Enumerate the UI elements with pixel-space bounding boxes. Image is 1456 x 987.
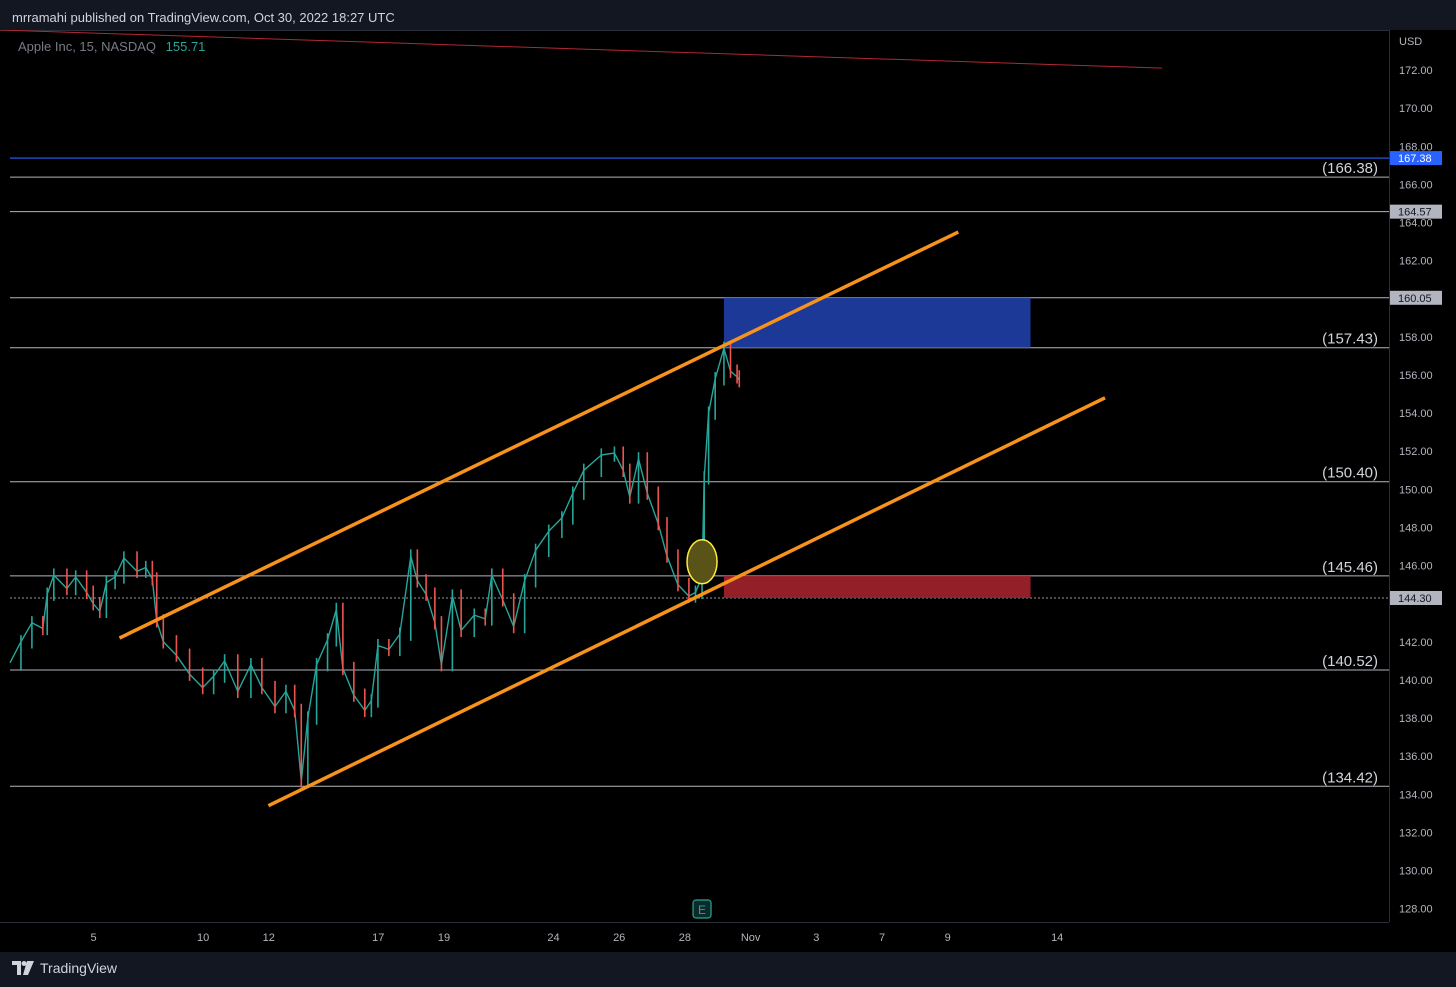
level-label-4: (150.40)	[1322, 465, 1378, 482]
time-tick-label: 26	[613, 932, 625, 944]
price-tick-label: 148.00	[1399, 522, 1433, 534]
highlight-ellipse	[686, 539, 718, 585]
earnings-marker-label: E	[698, 903, 706, 917]
publish-header: mrramahi published on TradingView.com, O…	[0, 0, 1456, 30]
price-badge-label-3: 144.30	[1398, 593, 1432, 605]
publish-info: mrramahi published on TradingView.com, O…	[12, 10, 395, 25]
price-tick-label: 128.00	[1399, 904, 1433, 916]
plot-group: (166.38) (157.43) (150.40) (145.46) (140.52)…	[0, 30, 1389, 919]
symbol-last-price: 155.71	[165, 39, 206, 54]
footer-bar: TradingView	[0, 952, 1456, 987]
price-tick-label: 164.00	[1399, 218, 1433, 230]
price-tick-label: 156.00	[1399, 370, 1433, 382]
price-tick-label: 166.00	[1399, 179, 1433, 191]
price-badge-label-1: 164.57	[1398, 207, 1432, 219]
price-badge-3	[1390, 590, 1442, 605]
brand-label: TradingView	[40, 960, 118, 976]
price-badge-1	[1390, 204, 1442, 219]
price-tick-label: 130.00	[1399, 866, 1433, 878]
price-tick-label: 172.00	[1399, 65, 1433, 77]
time-tick-label: 19	[438, 932, 450, 944]
price-tick-label: 158.00	[1399, 332, 1433, 344]
time-tick-label: 7	[879, 932, 885, 944]
level-label-3: (157.43)	[1322, 331, 1378, 348]
earnings-marker	[692, 899, 712, 919]
time-tick-label: 28	[679, 932, 691, 944]
price-tick-label: 142.00	[1399, 637, 1433, 649]
tradingview-logo-icon	[12, 961, 34, 975]
time-tick-label: 5	[91, 932, 97, 944]
price-tick-label: 134.00	[1399, 789, 1433, 801]
time-axis[interactable]	[0, 922, 1389, 953]
time-tick-label: 3	[813, 932, 819, 944]
chart-pane[interactable]	[0, 30, 1389, 923]
price-axis-currency: USD	[1399, 36, 1422, 48]
price-badge-label-0: 167.38	[1398, 153, 1432, 165]
time-tick-label: 24	[547, 932, 559, 944]
price-series	[9, 347, 740, 782]
level-label-0: (166.38)	[1322, 160, 1378, 177]
channel-upper-line	[118, 230, 960, 640]
tradingview-brand[interactable]: TradingView	[12, 960, 117, 976]
symbol-legend[interactable]: Apple Inc, 15, NASDAQ 155.71	[18, 39, 205, 54]
price-tick-label: 170.00	[1399, 103, 1433, 115]
demand-zone	[723, 575, 1031, 598]
price-tick-label: 152.00	[1399, 446, 1433, 458]
red-trendline	[0, 30, 1162, 69]
price-tick-label: 136.00	[1399, 751, 1433, 763]
supply-zone	[723, 297, 1031, 348]
time-tick-label: 9	[945, 932, 951, 944]
time-tick-label: 14	[1051, 932, 1063, 944]
time-tick-label: 17	[372, 932, 384, 944]
price-tick-label: 168.00	[1399, 141, 1433, 153]
price-tick-label: 154.00	[1399, 408, 1433, 420]
price-badge-label-2: 160.05	[1398, 293, 1432, 305]
time-tick-label: Nov	[741, 932, 761, 944]
price-tick-label: 150.00	[1399, 484, 1433, 496]
time-tick-label: 12	[263, 932, 275, 944]
price-axis[interactable]	[1389, 30, 1456, 922]
symbol-name: Apple Inc, 15, NASDAQ	[18, 39, 157, 54]
level-label-8: (134.42)	[1322, 769, 1378, 786]
price-tick-label: 132.00	[1399, 827, 1433, 839]
price-tick-label: 162.00	[1399, 256, 1433, 268]
level-label-5: (145.46)	[1322, 559, 1378, 576]
price-tick-label: 140.00	[1399, 675, 1433, 687]
level-label-7: (140.52)	[1322, 653, 1378, 670]
price-badge-2	[1390, 290, 1442, 305]
time-tick-label: 10	[197, 932, 209, 944]
price-tick-label: 146.00	[1399, 561, 1433, 573]
price-badge-0	[1390, 151, 1442, 166]
channel-lower-line	[267, 396, 1106, 808]
price-tick-label: 138.00	[1399, 713, 1433, 725]
